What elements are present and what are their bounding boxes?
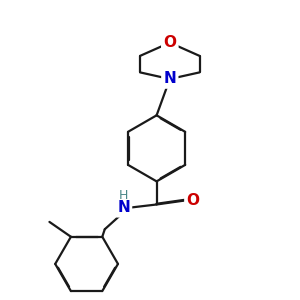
Text: N: N xyxy=(117,200,130,215)
Text: O: O xyxy=(186,193,200,208)
Text: O: O xyxy=(163,35,176,50)
Text: H: H xyxy=(119,189,128,202)
Text: N: N xyxy=(164,71,176,86)
